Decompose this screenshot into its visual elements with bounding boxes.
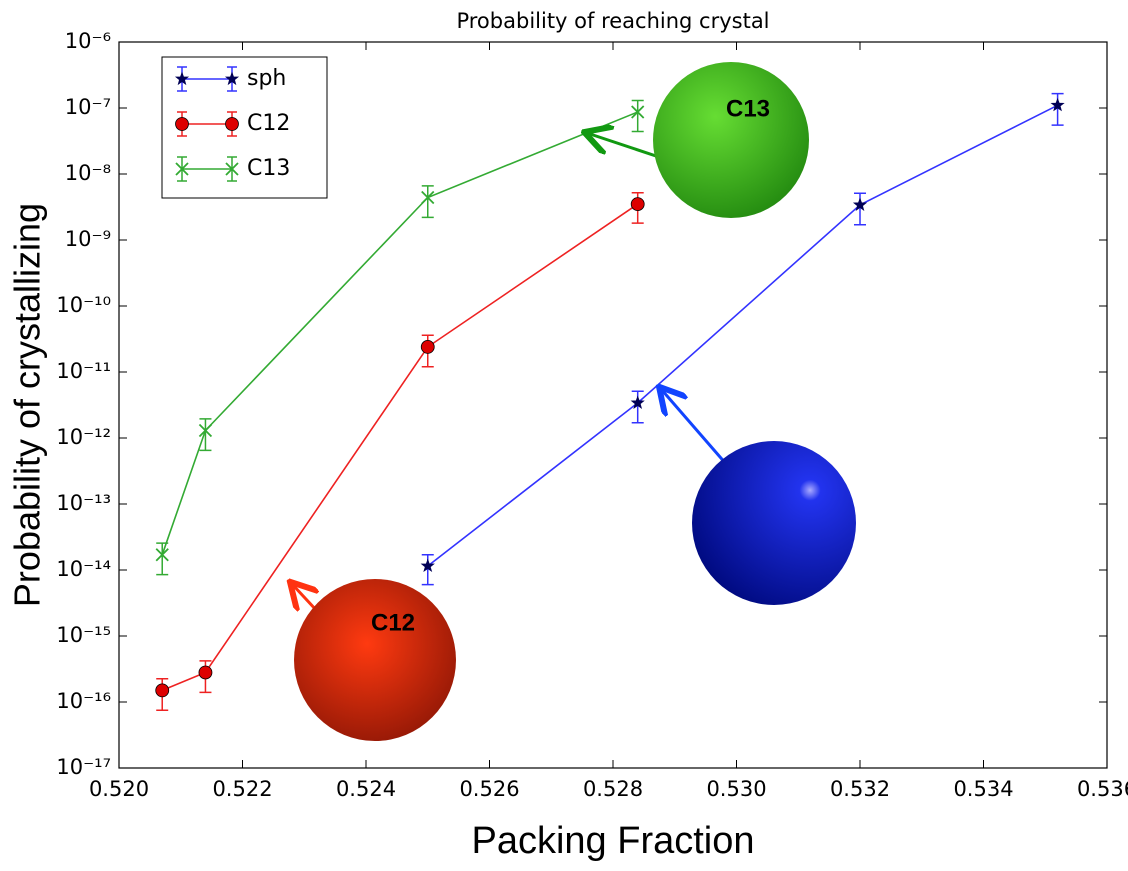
point: [199, 666, 212, 679]
x-tick-label: 0.528: [583, 777, 643, 801]
point: [156, 684, 169, 697]
annotation: C12: [371, 609, 415, 636]
y-tick-label: 10⁻¹⁷: [56, 755, 111, 779]
y-tick-label: 10⁻¹⁵: [56, 623, 111, 647]
y-axis-label: Probability of crystallizing: [7, 203, 48, 607]
point: [631, 198, 644, 211]
y-tick-label: 10⁻¹⁴: [56, 557, 111, 581]
y-tick-label: 10⁻¹⁰: [56, 293, 111, 317]
y-tick-label: 10⁻⁶: [65, 29, 111, 53]
y-tick-label: 10⁻⁹: [65, 227, 111, 251]
chart: Probability of reaching crystal Packing …: [0, 0, 1128, 871]
x-tick-label: 0.534: [953, 777, 1013, 801]
x-tick-label: 0.532: [830, 777, 890, 801]
x-tick-label: 0.522: [212, 777, 272, 801]
y-tick-label: 10⁻¹³: [56, 491, 111, 515]
x-tick-label: 0.524: [336, 777, 396, 801]
x-tick-label: 0.536: [1077, 777, 1128, 801]
legend-label: C12: [247, 111, 290, 136]
point: [421, 340, 434, 353]
legend: sph C12 C13: [162, 57, 327, 198]
legend-label: C13: [247, 156, 290, 181]
y-tick-label: 10⁻⁸: [65, 161, 111, 185]
x-axis-label: Packing Fraction: [471, 820, 754, 862]
x-tick-label: 0.530: [706, 777, 766, 801]
y-tick-label: 10⁻¹²: [56, 425, 111, 449]
y-tick-label: 10⁻⁷: [65, 95, 111, 119]
annotation: C13: [726, 95, 770, 122]
x-tick-label: 0.526: [459, 777, 519, 801]
legend-marker: [176, 118, 189, 131]
legend-label: sph: [247, 66, 286, 91]
legend-marker: [226, 118, 239, 131]
illustrations: C13 C12: [292, 62, 856, 741]
x-tick-label: 0.520: [89, 777, 149, 801]
plot-area: 0.520 0.522 0.524 0.526 0.528 0.530 0.532 0.534…: [56, 29, 1128, 801]
c12-sphere: [294, 579, 456, 741]
c13-sphere: [653, 62, 809, 218]
page: {"chart_data": {"type": "line", "title":…: [0, 0, 1128, 871]
sphere: [692, 441, 856, 605]
y-tick-label: 10⁻¹¹: [56, 359, 111, 383]
y-tick-label: 10⁻¹⁶: [56, 689, 111, 713]
chart-title: Probability of reaching crystal: [456, 9, 769, 33]
